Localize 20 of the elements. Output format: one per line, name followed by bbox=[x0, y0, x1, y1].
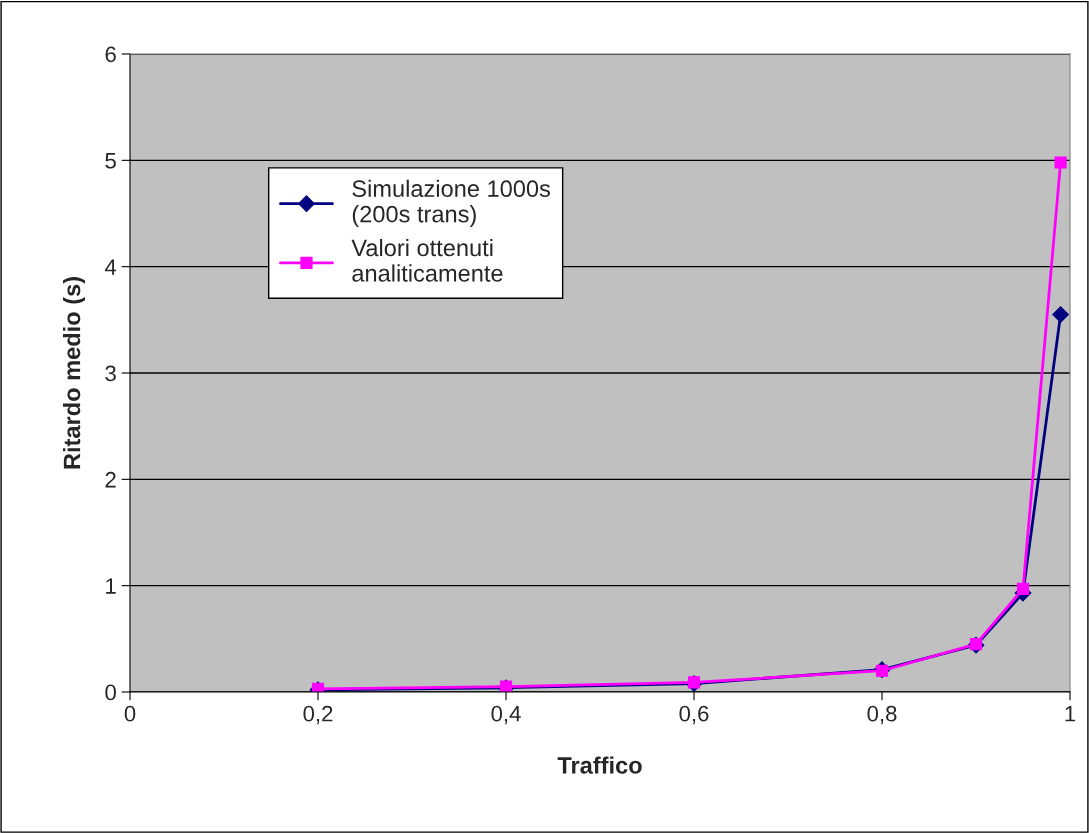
x-axis-title: Traffico bbox=[557, 756, 642, 774]
point bbox=[1054, 156, 1067, 169]
y-tick-label: 1 bbox=[106, 578, 116, 594]
x-tick-label: 0 bbox=[124, 705, 136, 722]
x-tick-label: 0,6 bbox=[679, 705, 709, 725]
legend-label: Simulazione 1000s (200s trans) bbox=[352, 179, 550, 228]
y-tick-label: 2 bbox=[105, 471, 116, 488]
x-tick-label: 0,8 bbox=[867, 705, 897, 725]
legend-label: Valori ottenuti analiticamente bbox=[351, 238, 503, 282]
y-tick-label: 5 bbox=[105, 153, 116, 169]
y-axis-title: Ritardo medio (s) bbox=[62, 277, 85, 469]
x-tick-label: 0,4 bbox=[491, 705, 521, 725]
y-tick-label: 4 bbox=[104, 259, 117, 275]
point bbox=[1016, 582, 1030, 595]
x-tick-label: 0,2 bbox=[303, 705, 333, 725]
y-tick-label: 3 bbox=[105, 365, 116, 382]
y-tick-label: 6 bbox=[105, 46, 116, 63]
x-tick-label: 1 bbox=[1065, 706, 1076, 722]
y-tick-label: 0 bbox=[105, 684, 116, 701]
point bbox=[1052, 306, 1069, 323]
